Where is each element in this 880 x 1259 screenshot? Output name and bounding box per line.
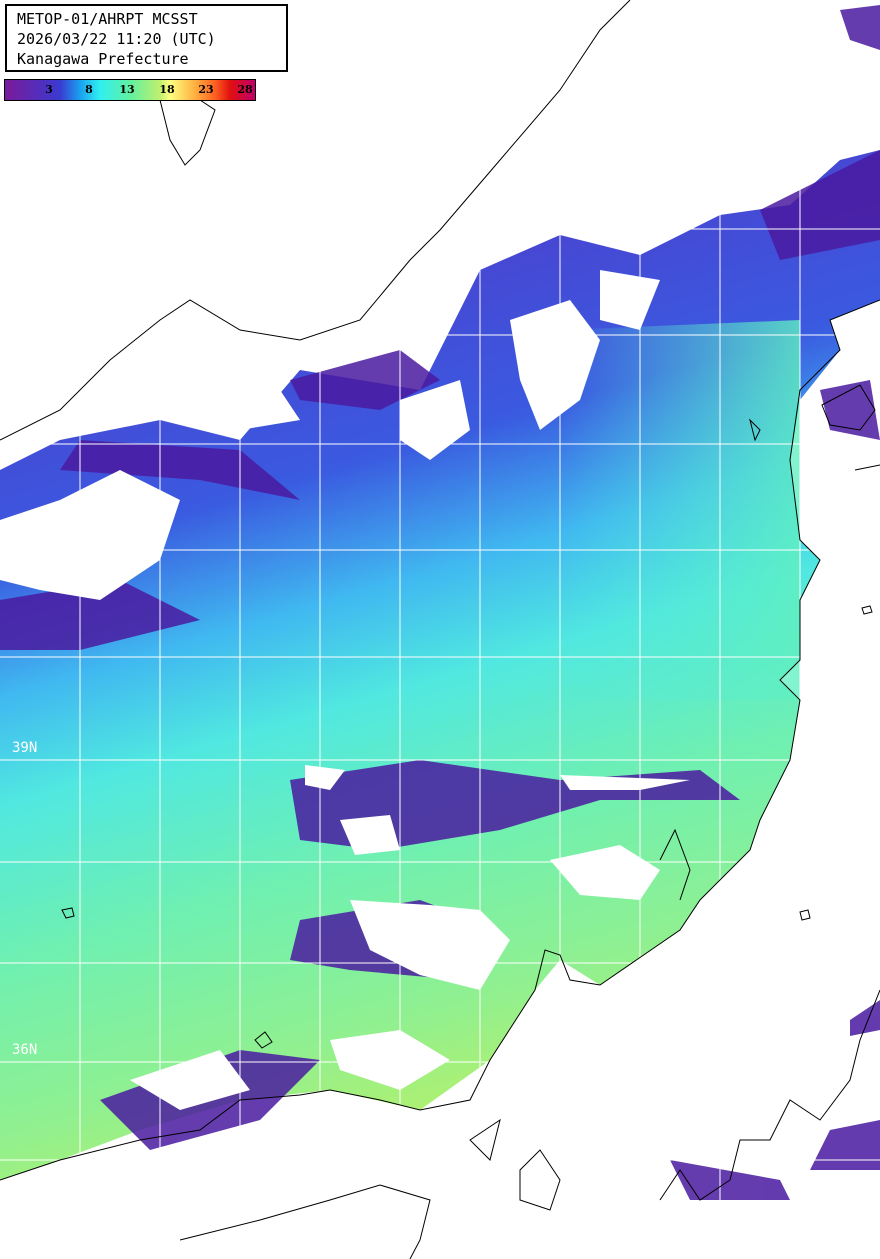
title-box: METOP-01/AHRPT MCSST 2026/03/22 11:20 (U… (5, 4, 288, 72)
colorbar-tick: 8 (85, 83, 93, 96)
observation-datetime: 2026/03/22 11:20 (UTC) (17, 30, 216, 48)
sst-east-warm (560, 320, 800, 700)
sst-color-scale: 3 8 13 18 23 28 (4, 79, 256, 101)
provider-label: Kanagawa Prefecture (17, 50, 189, 68)
colorbar-tick: 28 (237, 83, 253, 96)
lat-label-36n: 36N (12, 1042, 38, 1058)
satellite-product-title: METOP-01/AHRPT MCSST (17, 10, 198, 28)
colorbar-tick: 18 (159, 83, 175, 96)
colorbar-tick: 13 (119, 83, 135, 96)
colorbar-tick: 23 (198, 83, 214, 96)
lat-label-39n: 39N (12, 740, 38, 756)
colorbar-tick: 3 (45, 83, 53, 96)
